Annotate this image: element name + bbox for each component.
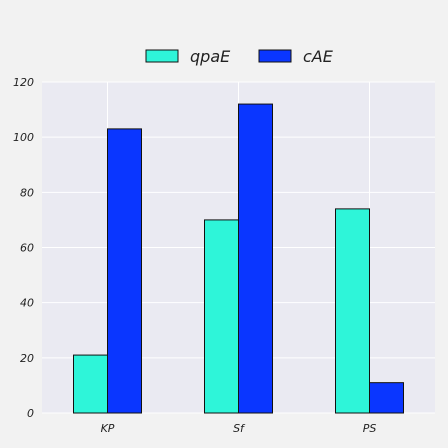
y-tick-label-100: 100 (13, 131, 34, 144)
y-tick-label-80: 80 (20, 186, 34, 199)
bar-cae-kp (107, 128, 142, 414)
bar-qpae-ps (335, 208, 370, 414)
legend-label-cAE: cAE (303, 47, 334, 66)
y-tick-label-20: 20 (20, 352, 34, 365)
bar-cae-ps (369, 382, 404, 414)
legend-swatch-qpaE (145, 49, 179, 63)
bar-qpae-kp (73, 354, 108, 414)
legend: qpaE cAE (145, 47, 334, 66)
bar-cae-sf (238, 103, 273, 414)
y-tick-label-0: 0 (27, 407, 34, 420)
x-tick-label-ps: PS (363, 422, 377, 435)
legend-label-qpaE: qpaE (190, 47, 231, 66)
x-tick-label-sf: Sf (233, 422, 246, 435)
x-tick-label-kp: KP (101, 422, 115, 435)
y-tick-label-60: 60 (20, 242, 34, 255)
y-axis-ticks: 0 20 40 60 80 100 120 (13, 76, 34, 420)
y-tick-label-120: 120 (13, 76, 34, 89)
y-tick-label-40: 40 (20, 297, 34, 310)
x-axis-ticks: KP Sf PS (101, 422, 377, 435)
legend-swatch-cAE (258, 49, 292, 63)
bars (73, 103, 404, 414)
bar-qpae-sf (204, 219, 239, 414)
